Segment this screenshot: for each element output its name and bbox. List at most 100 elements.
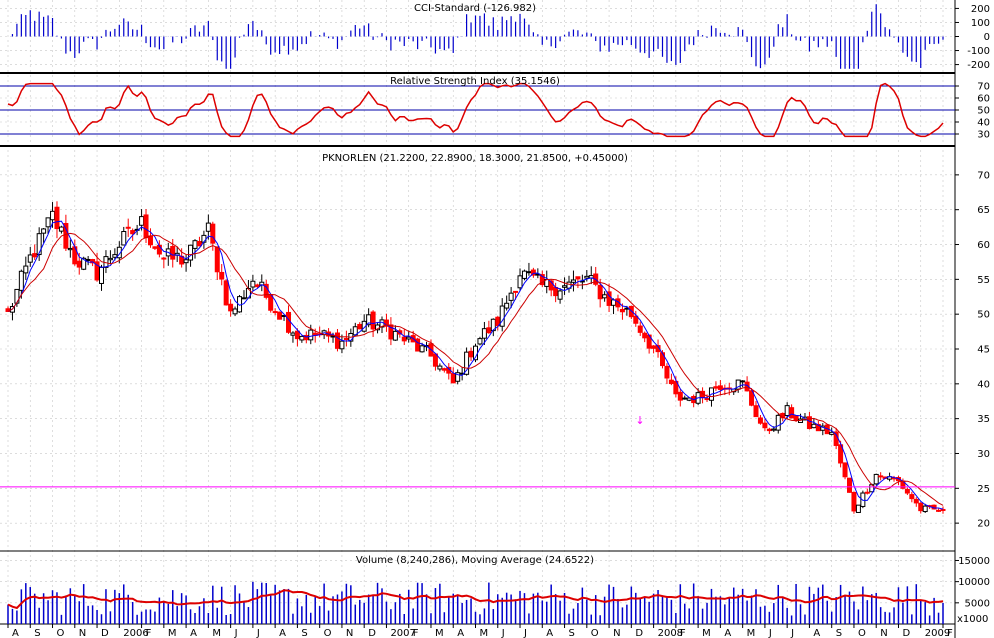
- price-ma-long: [7, 232, 944, 506]
- price-candle: [143, 214, 149, 239]
- price-candle: [27, 254, 33, 263]
- price-candle: [762, 422, 768, 429]
- x-tick-label: N: [346, 628, 353, 638]
- price-candle: [161, 257, 167, 260]
- volume-tick-label: 5000: [965, 598, 990, 609]
- price-candle: [606, 291, 612, 306]
- x-tick-label: A: [190, 628, 197, 638]
- price-candle: [250, 280, 256, 288]
- price-candle: [553, 286, 559, 297]
- price-candle: [455, 372, 461, 382]
- price-candle: [918, 502, 924, 512]
- price-candle: [339, 340, 345, 350]
- price-candle: [188, 244, 194, 261]
- x-tick-label: A: [457, 628, 464, 638]
- price-candle: [67, 247, 73, 251]
- price-candle: [660, 352, 665, 367]
- price-candle: [904, 489, 910, 494]
- x-tick-label: N: [79, 628, 86, 638]
- price-candle: [682, 397, 688, 400]
- price-candle: [277, 311, 283, 320]
- x-tick-label: M: [480, 628, 489, 638]
- price-candle: [330, 335, 336, 338]
- x-tick-label: D: [368, 628, 376, 638]
- price-candle: [757, 417, 763, 424]
- price-candle: [23, 265, 29, 274]
- x-tick-label: 2007: [390, 628, 415, 638]
- price-candle: [441, 368, 447, 371]
- price-arrow-marker: ↓: [635, 414, 644, 427]
- price-candle: [112, 254, 118, 258]
- price-candle: [499, 305, 505, 327]
- price-candle: [562, 285, 568, 288]
- price-candle: [486, 327, 492, 334]
- price-candle: [196, 240, 202, 247]
- price-candle: [183, 259, 189, 264]
- price-candle: [704, 398, 710, 401]
- price-tick-label: 70: [977, 170, 990, 181]
- x-tick-label: F: [146, 628, 152, 638]
- price-tick-label: 20: [977, 519, 990, 530]
- price-candle: [637, 325, 643, 333]
- price-candle: [913, 498, 919, 504]
- cci-tick-label: 0: [984, 32, 990, 43]
- price-candle: [526, 271, 532, 274]
- price-panel: [0, 201, 955, 514]
- price-candle: [789, 407, 795, 419]
- price-candle: [677, 391, 683, 401]
- x-tick-label: S: [34, 628, 40, 638]
- price-candle: [286, 311, 291, 333]
- price-candle: [392, 330, 398, 341]
- price-candle: [268, 294, 274, 311]
- price-candle: [152, 246, 158, 249]
- price-candle: [740, 380, 746, 383]
- price-candle: [793, 415, 799, 421]
- price-candle: [633, 315, 639, 324]
- price-candle: [464, 351, 470, 375]
- x-tick-label: N: [613, 628, 620, 638]
- y-axes: 2001000-100-2007060504030706560555045403…: [955, 4, 990, 609]
- x-tick-label: D: [101, 628, 109, 638]
- price-candle: [419, 345, 425, 353]
- price-candle: [878, 475, 884, 478]
- price-candle: [864, 491, 870, 494]
- price-candle: [125, 226, 131, 229]
- price-candle: [294, 330, 300, 340]
- cci-title: CCI-Standard (-126.982): [414, 3, 536, 14]
- price-candle: [584, 275, 590, 279]
- price-candle: [847, 477, 852, 493]
- price-candle: [357, 323, 363, 330]
- x-tick-label: M: [702, 628, 711, 638]
- x-tick-label: N: [880, 628, 887, 638]
- x-tick-label: A: [724, 628, 731, 638]
- price-candle: [85, 258, 91, 261]
- rsi-line: [7, 82, 944, 138]
- price-candle: [308, 329, 314, 341]
- rsi-panel: [0, 82, 955, 138]
- price-candle: [829, 431, 835, 435]
- price-ma-short: [7, 220, 944, 510]
- price-candle: [116, 246, 122, 259]
- x-tick-label: 2009: [925, 628, 950, 638]
- price-candle: [370, 311, 376, 330]
- x-tick-label: M: [435, 628, 444, 638]
- price-candle: [735, 379, 741, 390]
- x-tick-label: F: [413, 628, 419, 638]
- price-candle: [45, 217, 51, 228]
- x-tick-label: J: [234, 628, 238, 638]
- x-tick-label: 2008: [658, 628, 683, 638]
- price-candle: [232, 308, 238, 315]
- price-tick-label: 45: [977, 345, 990, 356]
- price-candle: [130, 230, 136, 235]
- price-candle: [99, 266, 104, 284]
- price-candle: [508, 292, 514, 301]
- x-tick-label: A: [546, 628, 553, 638]
- volume-ma-line: [7, 589, 944, 610]
- x-tick-label: D: [635, 628, 643, 638]
- price-candle: [50, 210, 56, 221]
- price-candle: [210, 223, 216, 244]
- rsi-tick-label: 60: [977, 94, 990, 105]
- volume-unit-label: x1000: [957, 614, 988, 625]
- price-tick-label: 60: [977, 240, 990, 251]
